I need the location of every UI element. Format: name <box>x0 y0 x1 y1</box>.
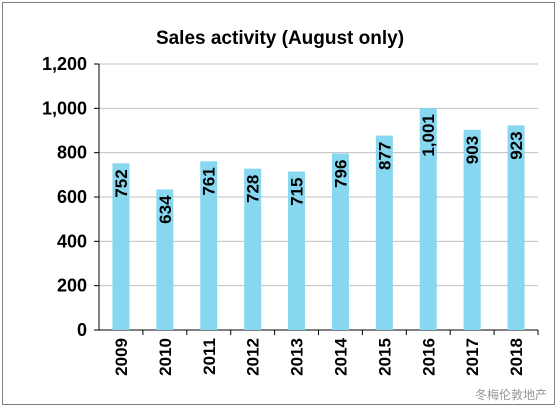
x-tick-label-2014: 2014 <box>331 337 350 375</box>
data-label-2017: 903 <box>463 136 482 164</box>
data-label-2011: 761 <box>200 167 219 195</box>
watermark: 冬梅伦敦地产 <box>474 388 547 402</box>
bar-2010 <box>156 189 174 330</box>
x-tick-label-2018: 2018 <box>507 338 526 376</box>
x-tick-label-2011: 2011 <box>200 338 219 375</box>
data-label-2012: 728 <box>244 175 263 203</box>
y-tick-label: 600 <box>57 187 87 207</box>
data-label-2018: 923 <box>507 131 526 159</box>
bar-2018 <box>507 125 525 330</box>
bar-2016 <box>419 108 437 330</box>
y-tick-label: 1,000 <box>42 98 87 118</box>
bar-2014 <box>331 153 349 330</box>
bar-2011 <box>200 161 218 330</box>
axes <box>94 63 539 335</box>
x-tick-label-2015: 2015 <box>375 338 394 376</box>
y-tick-label: 800 <box>57 143 87 163</box>
bars <box>112 108 525 330</box>
data-labels: 752 634 761 728 715 796 877 1,001 903 923 <box>112 114 526 224</box>
chart-title: Sales activity (August only) <box>156 28 404 49</box>
bar-2013 <box>288 171 306 330</box>
data-label-2009: 752 <box>112 169 131 197</box>
y-tick-label: 200 <box>57 276 87 296</box>
x-axis-ticks: 2009 2010 2011 2012 2013 2014 2015 2016 2017 2018 <box>112 337 526 375</box>
y-tick-label: 0 <box>77 320 87 340</box>
y-axis-ticks: 0 200 400 600 800 1,000 1,200 <box>42 54 87 340</box>
bar-2015 <box>375 135 393 330</box>
data-label-2010: 634 <box>156 195 175 224</box>
data-label-2013: 715 <box>288 178 307 206</box>
data-label-2014: 796 <box>331 160 350 188</box>
x-tick-label-2009: 2009 <box>112 338 131 376</box>
bar-2009 <box>112 163 130 330</box>
x-tick-label-2013: 2013 <box>288 338 307 376</box>
chart-frame <box>2 2 555 405</box>
x-tick-label-2017: 2017 <box>463 338 482 376</box>
data-label-2015: 877 <box>375 142 394 170</box>
y-tick-label: 400 <box>57 231 87 251</box>
x-tick-label-2010: 2010 <box>156 338 175 376</box>
bar-2017 <box>463 129 481 330</box>
data-label-2016: 1,001 <box>419 114 438 157</box>
bar-2012 <box>244 168 262 330</box>
y-tick-label: 1,200 <box>42 54 87 74</box>
x-tick-label-2016: 2016 <box>419 338 438 376</box>
x-tick-label-2012: 2012 <box>244 338 263 376</box>
